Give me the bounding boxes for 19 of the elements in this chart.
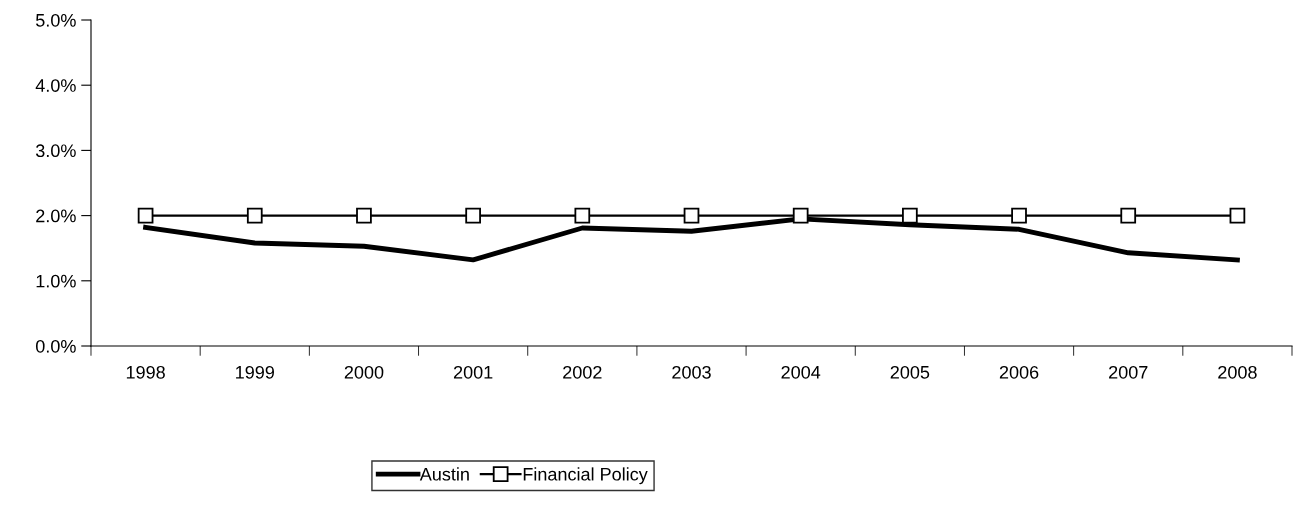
y-tick-label: 4.0%	[35, 79, 76, 92]
x-tick-label: 1999	[236, 365, 274, 379]
y-tick-label: 3.0%	[35, 144, 76, 158]
x-tick-label: 1998	[126, 365, 165, 379]
x-tick-label: 2007	[1109, 365, 1148, 379]
x-tick-label: 2004	[781, 365, 821, 379]
x-tick-label: 2006	[999, 365, 1039, 379]
x-tick-label: 2002	[563, 365, 602, 379]
legend-label: Austin	[419, 467, 469, 481]
x-tick-label: 2001	[453, 365, 493, 379]
y-tick-label: 1.0%	[36, 274, 76, 288]
y-tick-label: 0.0%	[35, 339, 76, 353]
legend-label: Financial Policy	[523, 467, 648, 485]
x-tick-label: 2008	[1218, 365, 1257, 379]
x-tick-label: 2003	[672, 365, 711, 379]
y-tick-label: 5.0%	[35, 13, 76, 27]
x-tick-label: 2005	[890, 365, 930, 379]
x-tick-label: 2000	[344, 365, 384, 379]
y-tick-label: 2.0%	[36, 209, 76, 223]
